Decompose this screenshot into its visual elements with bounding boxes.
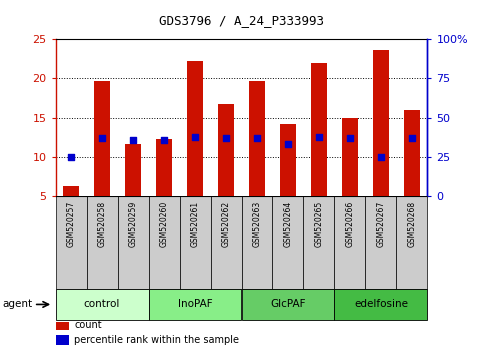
- Bar: [56, 196, 86, 289]
- Text: GSM520261: GSM520261: [190, 201, 199, 247]
- Bar: [211, 196, 242, 289]
- Bar: [125, 144, 141, 196]
- Point: [284, 142, 292, 147]
- Text: GSM520265: GSM520265: [314, 201, 324, 247]
- Text: GSM520260: GSM520260: [159, 201, 169, 247]
- Bar: [249, 81, 265, 196]
- Text: GSM520267: GSM520267: [376, 201, 385, 247]
- Bar: [404, 110, 420, 196]
- Bar: [86, 196, 117, 289]
- Bar: [303, 196, 334, 289]
- Point: [346, 135, 354, 141]
- Bar: [56, 289, 149, 320]
- Bar: [342, 119, 358, 196]
- Text: GDS3796 / A_24_P333993: GDS3796 / A_24_P333993: [159, 13, 324, 27]
- Point: [98, 135, 106, 141]
- Text: GSM520268: GSM520268: [408, 201, 416, 247]
- Bar: [373, 50, 389, 196]
- Bar: [218, 104, 234, 196]
- Text: GSM520258: GSM520258: [98, 201, 107, 247]
- Text: GSM520264: GSM520264: [284, 201, 293, 247]
- Text: GlcPAF: GlcPAF: [270, 299, 306, 309]
- Bar: [94, 81, 110, 196]
- Bar: [242, 289, 334, 320]
- Point: [222, 135, 230, 141]
- Text: control: control: [84, 299, 120, 309]
- Text: GSM520266: GSM520266: [345, 201, 355, 247]
- Text: agent: agent: [2, 299, 32, 309]
- Text: count: count: [74, 320, 102, 330]
- Bar: [242, 196, 272, 289]
- Bar: [149, 289, 242, 320]
- Point: [129, 137, 137, 143]
- Point: [408, 135, 416, 141]
- Bar: [397, 196, 427, 289]
- Bar: [334, 289, 427, 320]
- Text: edelfosine: edelfosine: [354, 299, 408, 309]
- Bar: [334, 196, 366, 289]
- Point: [315, 134, 323, 139]
- Point: [253, 135, 261, 141]
- Bar: [56, 320, 69, 330]
- Text: GSM520263: GSM520263: [253, 201, 261, 247]
- Bar: [311, 63, 327, 196]
- Bar: [156, 139, 172, 196]
- Bar: [56, 335, 69, 345]
- Bar: [180, 196, 211, 289]
- Point: [191, 134, 199, 139]
- Bar: [117, 196, 149, 289]
- Text: GSM520257: GSM520257: [67, 201, 75, 247]
- Point: [160, 137, 168, 143]
- Text: GSM520259: GSM520259: [128, 201, 138, 247]
- Point: [377, 154, 385, 160]
- Bar: [63, 186, 79, 196]
- Text: percentile rank within the sample: percentile rank within the sample: [74, 335, 239, 345]
- Bar: [187, 61, 203, 196]
- Text: InoPAF: InoPAF: [178, 299, 213, 309]
- Text: GSM520262: GSM520262: [222, 201, 230, 247]
- Point: [67, 154, 75, 160]
- Bar: [280, 124, 296, 196]
- Bar: [272, 196, 303, 289]
- Bar: [366, 196, 397, 289]
- Bar: [149, 196, 180, 289]
